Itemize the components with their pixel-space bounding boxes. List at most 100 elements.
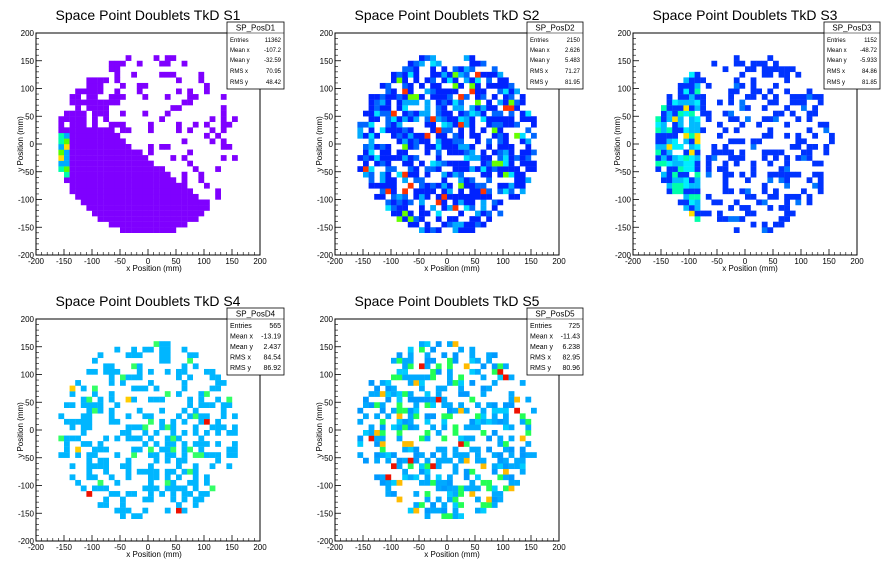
histogram-bin xyxy=(441,385,448,392)
histogram-bin xyxy=(458,144,464,150)
histogram-bin xyxy=(192,121,199,128)
histogram-bin xyxy=(97,402,104,408)
histogram-bin xyxy=(136,193,143,200)
histogram-bin xyxy=(458,199,464,206)
histogram-bin xyxy=(368,105,375,111)
histogram-bin xyxy=(745,193,751,200)
histogram-bin xyxy=(407,210,414,217)
histogram-bin xyxy=(64,402,70,408)
histogram-bin xyxy=(689,144,695,150)
histogram-bin xyxy=(733,88,740,95)
stats-value: 48.42 xyxy=(266,80,282,86)
histogram-bin xyxy=(463,110,470,117)
histogram-bin xyxy=(108,396,115,403)
histogram-bin xyxy=(97,446,104,453)
histogram-bin xyxy=(683,155,690,161)
histogram-bin xyxy=(69,132,76,139)
histogram-bin xyxy=(689,82,695,89)
histogram-bin xyxy=(391,374,397,381)
histogram-bin xyxy=(733,227,740,233)
histogram-bin xyxy=(153,205,160,211)
histogram-bin xyxy=(430,452,436,458)
histogram-bin xyxy=(170,452,177,458)
histogram-bin xyxy=(503,485,509,492)
histogram-bin xyxy=(136,368,143,375)
histogram-bin xyxy=(424,341,431,347)
histogram-bin xyxy=(424,227,431,233)
histogram-bin xyxy=(92,99,98,106)
stats-value: 6.238 xyxy=(562,344,580,351)
histogram-bin xyxy=(689,138,695,145)
histogram-bin xyxy=(131,160,137,167)
histogram-bin xyxy=(413,502,420,508)
histogram-bin xyxy=(700,99,706,106)
histogram-bin xyxy=(789,94,796,100)
histogram-bin xyxy=(435,138,442,145)
histogram-bin xyxy=(666,166,673,172)
histogram-bin xyxy=(475,105,481,111)
histogram-bin xyxy=(503,171,509,178)
histogram-bin xyxy=(784,216,790,222)
histogram-bin xyxy=(683,127,690,134)
histogram-bin xyxy=(192,452,199,458)
histogram-bin xyxy=(812,132,818,139)
histogram-bin xyxy=(700,110,706,117)
histogram-bin xyxy=(385,160,392,167)
histogram-bin xyxy=(92,357,98,364)
histogram-bin xyxy=(402,391,408,397)
histogram-bin xyxy=(514,105,520,111)
histogram-bin xyxy=(374,144,380,150)
histogram-bin xyxy=(778,166,785,172)
histogram-bin xyxy=(430,166,436,172)
histogram-bin xyxy=(368,99,375,106)
histogram-bin xyxy=(368,132,375,139)
histogram-bin xyxy=(441,193,448,200)
histogram-bin xyxy=(92,144,98,150)
histogram-bin xyxy=(385,144,392,150)
histogram-bin xyxy=(458,380,464,386)
histogram-bin xyxy=(75,116,81,122)
histogram-bin xyxy=(103,99,109,106)
histogram-bin xyxy=(120,138,126,145)
histogram-bin xyxy=(181,468,188,475)
histogram-bin xyxy=(69,385,76,392)
stats-label: Entries xyxy=(230,323,252,330)
histogram-bin xyxy=(441,71,448,78)
histogram-bin xyxy=(661,121,667,128)
histogram-bin xyxy=(447,121,453,128)
histogram-bin xyxy=(469,468,476,475)
histogram-bin xyxy=(677,155,684,161)
x-tick-label: 100 xyxy=(496,257,510,266)
histogram-bin xyxy=(103,502,109,508)
histogram-bin xyxy=(739,99,746,106)
histogram-bin xyxy=(469,424,476,431)
histogram-bin xyxy=(683,171,690,178)
histogram-bin xyxy=(817,188,824,195)
histogram-bin xyxy=(497,82,504,89)
histogram-bin xyxy=(385,110,392,117)
histogram-bin xyxy=(64,177,70,184)
histogram-bin xyxy=(497,182,504,189)
histogram-bin xyxy=(728,171,734,178)
x-tick-label: -100 xyxy=(383,257,400,266)
histogram-bin xyxy=(220,413,227,420)
histogram-bin xyxy=(192,166,199,172)
histogram-bin xyxy=(469,82,476,89)
histogram-bin xyxy=(661,116,667,122)
histogram-bin xyxy=(407,221,414,228)
histogram-bin xyxy=(503,474,509,481)
histogram-bin xyxy=(531,121,537,128)
histogram-bin xyxy=(469,144,476,150)
histogram-bin xyxy=(447,116,453,122)
histogram-bin xyxy=(379,177,386,184)
histogram-bin xyxy=(86,188,93,195)
histogram-bin xyxy=(784,193,790,200)
histogram-bin xyxy=(226,144,233,150)
histogram-bin xyxy=(232,155,238,161)
y-tick-label: -150 xyxy=(615,223,632,232)
histogram-bin xyxy=(525,160,532,167)
histogram-bin xyxy=(220,121,227,128)
histogram-bin xyxy=(204,474,210,481)
histogram-bin xyxy=(103,435,109,442)
histogram-bin xyxy=(80,121,87,128)
